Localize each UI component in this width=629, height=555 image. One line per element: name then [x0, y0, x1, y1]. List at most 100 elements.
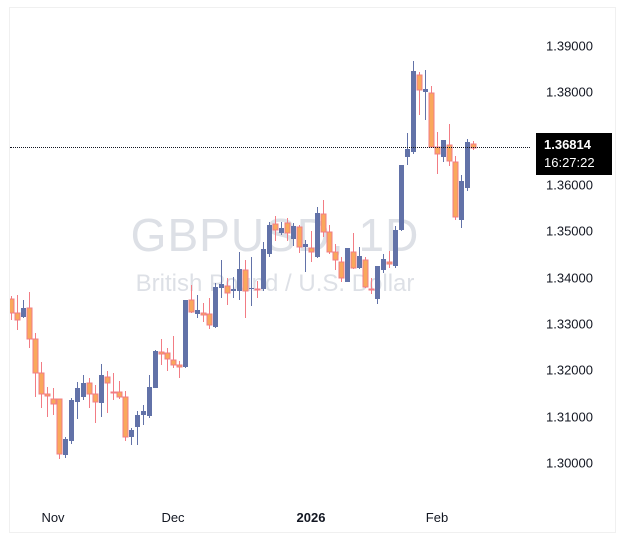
candle-bearish: [188, 285, 195, 313]
candle-bullish: [315, 207, 320, 258]
candle-bearish: [320, 200, 327, 237]
candle-bearish: [284, 218, 291, 241]
candle-bullish: [63, 437, 68, 458]
candle-bearish: [416, 72, 423, 115]
watermark-symbol: GBPUSD, 1D: [130, 209, 420, 261]
candle-bullish: [237, 252, 242, 300]
clipped-header: [0, 0, 629, 6]
candle-bearish: [38, 362, 45, 408]
candle-bullish: [147, 375, 152, 418]
candle-bearish: [434, 132, 441, 174]
time-axis[interactable]: Nov Dec 2026 Feb: [10, 502, 530, 532]
candle-bullish: [411, 61, 416, 154]
candle-bullish: [423, 70, 428, 120]
candle-bullish: [375, 266, 380, 304]
candle-bullish: [459, 175, 464, 228]
candle-bullish: [441, 140, 446, 162]
candle-bearish: [308, 231, 315, 262]
candle-bearish: [386, 251, 393, 268]
price-axis-label: 1.35000: [546, 223, 593, 239]
candle-bullish: [291, 223, 296, 246]
candle-bearish: [338, 257, 345, 282]
price-axis[interactable]: 1.390001.380001.370001.360001.350001.340…: [530, 8, 616, 502]
candle-bullish: [393, 226, 398, 268]
candle-bearish: [110, 373, 117, 400]
candle-bearish: [44, 387, 51, 417]
price-axis-label: 1.30000: [546, 455, 593, 471]
candle-bullish: [357, 247, 362, 269]
candle-bearish: [26, 292, 33, 348]
current-price-value: 1.36814: [544, 137, 591, 153]
price-axis-label: 1.32000: [546, 362, 593, 378]
candle-bullish: [261, 242, 266, 291]
candle-bearish: [176, 361, 183, 378]
candle-bearish: [368, 278, 375, 294]
candle-bullish: [69, 398, 74, 444]
bar-countdown: 16:27:22: [544, 155, 595, 171]
time-axis-label: Nov: [41, 510, 65, 525]
price-axis-label: 1.33000: [546, 316, 593, 332]
candle-bearish: [296, 225, 303, 253]
current-price-line: [10, 147, 530, 149]
candle-bearish: [104, 371, 111, 413]
candle-bearish: [272, 216, 279, 241]
candle-bearish: [326, 225, 333, 254]
candle-bearish: [32, 333, 39, 397]
candle-bearish: [206, 298, 213, 329]
candle-bearish: [122, 391, 129, 441]
time-axis-label: Feb: [425, 510, 449, 525]
candle-bearish: [452, 156, 459, 220]
candle-bullish: [381, 254, 386, 273]
candle-bullish: [213, 283, 218, 328]
chart-plot-area[interactable]: GBPUSD, 1D British Pound / U.S. Dollar: [10, 8, 530, 502]
candle-bullish: [249, 257, 254, 306]
candle-bullish: [399, 165, 404, 231]
candle-bullish: [141, 405, 146, 425]
price-axis-label: 1.36000: [546, 177, 593, 193]
candle-bullish: [231, 277, 236, 298]
candle-bearish: [242, 260, 249, 318]
candle-bullish: [135, 411, 140, 445]
candle-bearish: [470, 141, 477, 150]
candle-bearish: [50, 388, 57, 415]
candle-bullish: [81, 375, 86, 400]
price-axis-label: 1.34000: [546, 270, 593, 286]
candle-bearish: [332, 244, 339, 270]
candle-bearish: [254, 281, 261, 298]
candle-bullish: [405, 133, 410, 165]
candle-bullish: [183, 300, 188, 368]
candle-bullish: [21, 300, 26, 318]
candle-bullish: [153, 350, 158, 388]
current-price-label: 1.36814 16:27:22: [536, 133, 612, 176]
candle-bearish: [158, 339, 165, 365]
candle-bullish: [279, 222, 284, 235]
candle-bearish: [170, 336, 177, 368]
candle-bullish: [99, 364, 104, 417]
price-axis-label: 1.39000: [546, 38, 593, 54]
candle-bearish: [224, 278, 231, 305]
candle-bullish: [267, 222, 272, 257]
candlestick-series: [10, 61, 477, 459]
candle-bearish: [446, 124, 453, 166]
time-axis-label: 2026: [296, 510, 326, 525]
candle-bearish: [56, 398, 63, 459]
candle-bullish: [195, 295, 200, 318]
candle-bearish: [164, 348, 171, 371]
candle-bullish: [129, 428, 134, 445]
candle-bullish: [75, 382, 80, 419]
candle-bullish: [219, 260, 224, 298]
candle-bearish: [10, 296, 15, 320]
candle-bullish: [303, 240, 308, 272]
candle-bearish: [86, 378, 93, 408]
candle-bearish: [428, 86, 435, 148]
time-axis-label: Dec: [161, 510, 185, 525]
price-axis-label: 1.38000: [546, 84, 593, 100]
candle-bearish: [200, 303, 207, 322]
candle-bearish: [116, 381, 123, 399]
candle-bearish: [92, 385, 99, 423]
candle-bearish: [350, 233, 357, 269]
candle-bearish: [362, 257, 369, 288]
chart-frame: [9, 7, 616, 533]
candle-bearish: [14, 295, 21, 330]
price-axis-label: 1.31000: [546, 409, 593, 425]
